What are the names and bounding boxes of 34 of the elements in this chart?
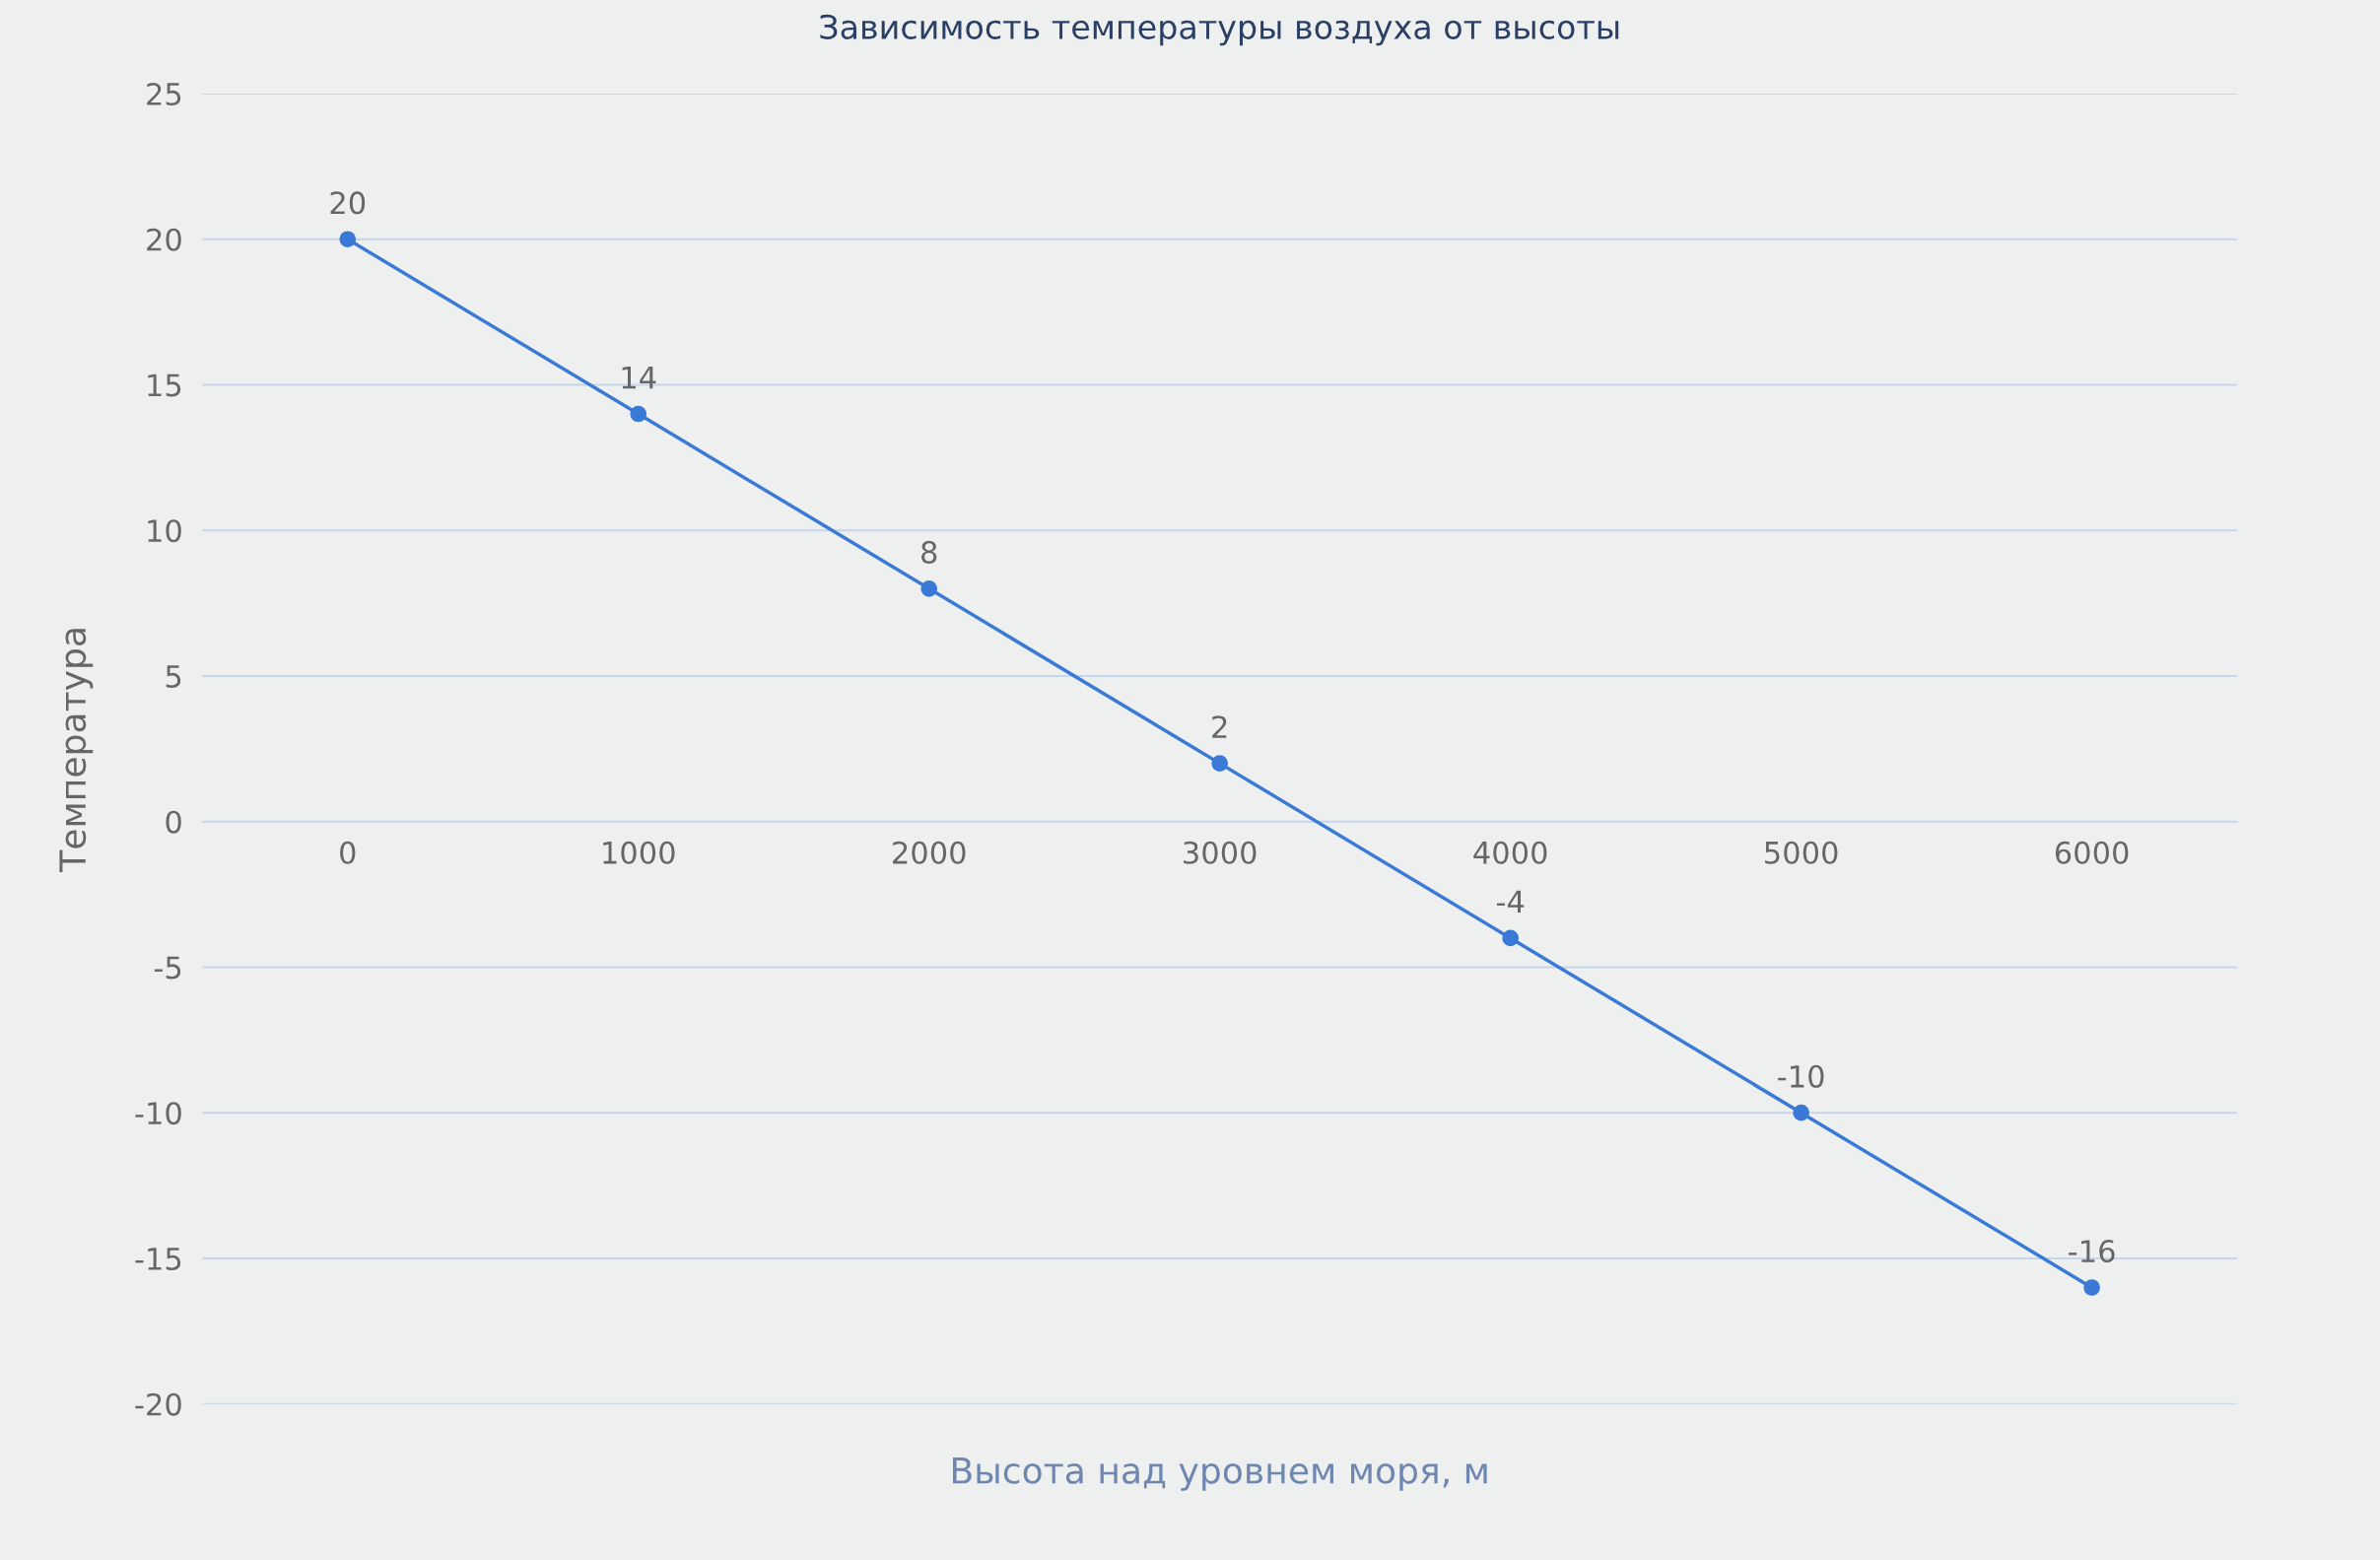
data-label: 8: [921, 540, 937, 564]
y-axis-title: Температура: [59, 629, 94, 872]
chart-title: Зависимость температуры воздуха от высоты: [820, 14, 1619, 46]
data-label: 2: [1212, 715, 1227, 738]
y-tick-label: -20: [135, 1392, 181, 1416]
y-tick-label: 15: [148, 373, 181, 397]
point: [920, 579, 938, 597]
point: [1211, 755, 1229, 772]
data-label: -10: [1778, 1064, 1824, 1088]
y-tick-label: 5: [166, 665, 181, 689]
point: [339, 231, 357, 248]
point: [1793, 1104, 1809, 1121]
point: [630, 405, 647, 423]
y-tick-label: -5: [154, 956, 181, 980]
x-axis-title: Высота над уровнем моря, м: [953, 1458, 1487, 1491]
y-tick-label: -15: [135, 1248, 181, 1270]
y-tick-label: -10: [135, 1102, 181, 1125]
y-tick-label: 25: [147, 82, 181, 106]
data-label: 14: [622, 366, 656, 389]
y-tick-label: 20: [147, 228, 181, 251]
x-tick-label: 6000: [2055, 841, 2129, 864]
data-label: -4: [1496, 890, 1525, 914]
x-tick-label: 2000: [893, 841, 966, 864]
data-label: 20: [330, 191, 366, 215]
data-label: -16: [2069, 1240, 2115, 1263]
x-tick-label: 4000: [1473, 841, 1547, 864]
y-tick-label: 10: [148, 519, 181, 543]
x-tick-label: 5000: [1765, 841, 1838, 864]
y-tick-label: 0: [166, 810, 181, 834]
point: [2083, 1279, 2100, 1296]
x-tick-label: 1000: [603, 841, 675, 864]
point: [1502, 929, 1520, 947]
x-tick-label: 3000: [1184, 841, 1257, 864]
x-tick-label: 0: [340, 841, 356, 864]
